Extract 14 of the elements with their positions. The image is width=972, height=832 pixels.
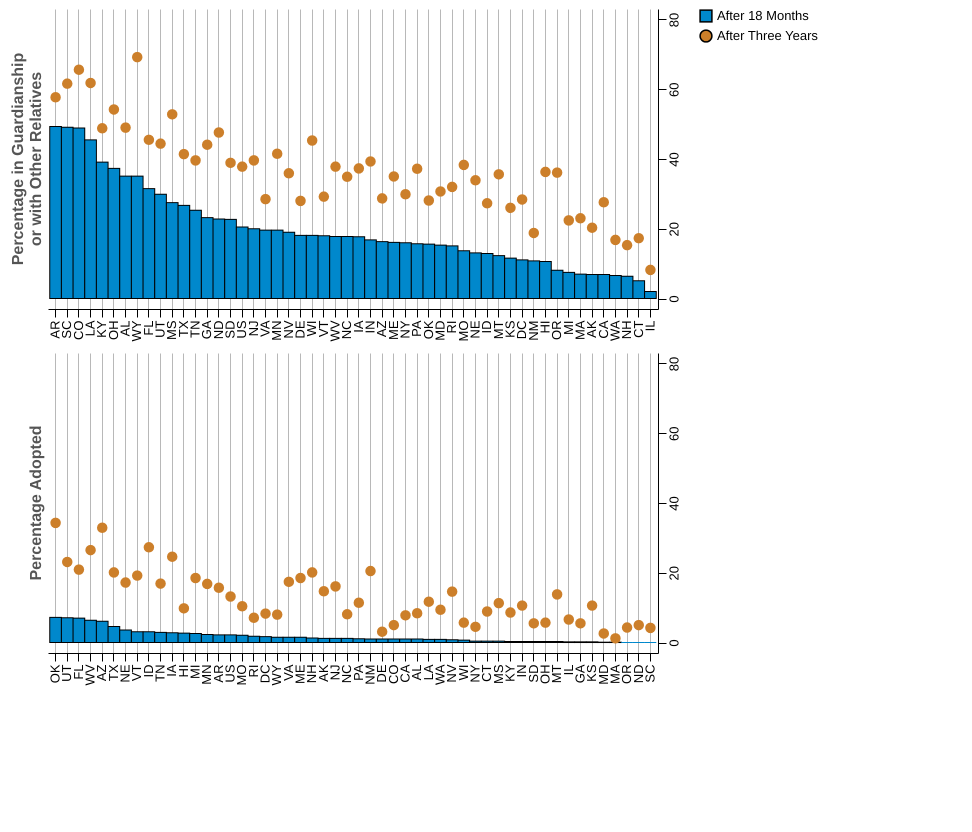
y-tick-label: 80	[666, 356, 682, 372]
y-axis-title: Percentage in Guardianship or with Other Relatives	[10, 52, 45, 266]
y-tick-label: 40	[666, 496, 682, 511]
y-tick-label: 40	[666, 152, 682, 167]
y-tick-label: 0	[666, 639, 682, 647]
y-tick-label: 0	[666, 295, 682, 303]
y-tick-label: 60	[666, 82, 682, 97]
y-tick-label: 20	[666, 566, 682, 580]
y-axis-title: Percentage Adopted	[28, 426, 45, 580]
legend-label: After 18 Months	[717, 8, 810, 23]
y-tick-label: 20	[666, 222, 682, 236]
legend-label: After Three Years	[717, 28, 818, 43]
y-tick-label: 80	[666, 12, 682, 28]
y-tick-label: 60	[666, 426, 682, 441]
